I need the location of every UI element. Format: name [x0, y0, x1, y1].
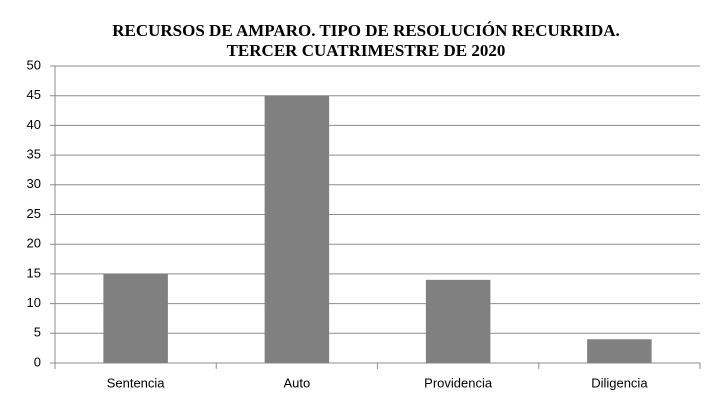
y-tick-label: 35: [27, 147, 41, 162]
y-tick-label: 20: [27, 236, 41, 251]
y-tick-label: 30: [27, 176, 41, 191]
x-tick-label: Diligencia: [591, 375, 648, 390]
bar: [425, 279, 491, 363]
y-tick-label: 15: [27, 265, 41, 280]
y-tick-label: 0: [34, 354, 41, 369]
y-tick-label: 40: [27, 117, 41, 132]
y-tick-label: 5: [34, 325, 41, 340]
y-tick-label: 45: [27, 87, 41, 102]
bar: [103, 273, 168, 363]
chart-title: TERCER CUATRIMESTRE DE 2020: [227, 41, 506, 60]
bar: [587, 339, 652, 363]
y-tick-label: 25: [27, 206, 41, 221]
y-tick-label: 50: [27, 57, 41, 72]
chart-title: RECURSOS DE AMPARO. TIPO DE RESOLUCIÓN R…: [112, 21, 620, 40]
x-tick-label: Auto: [284, 375, 311, 390]
y-tick-label: 10: [27, 295, 41, 310]
x-tick-label: Sentencia: [107, 375, 166, 390]
bar: [264, 95, 330, 363]
x-tick-label: Providencia: [424, 375, 493, 390]
